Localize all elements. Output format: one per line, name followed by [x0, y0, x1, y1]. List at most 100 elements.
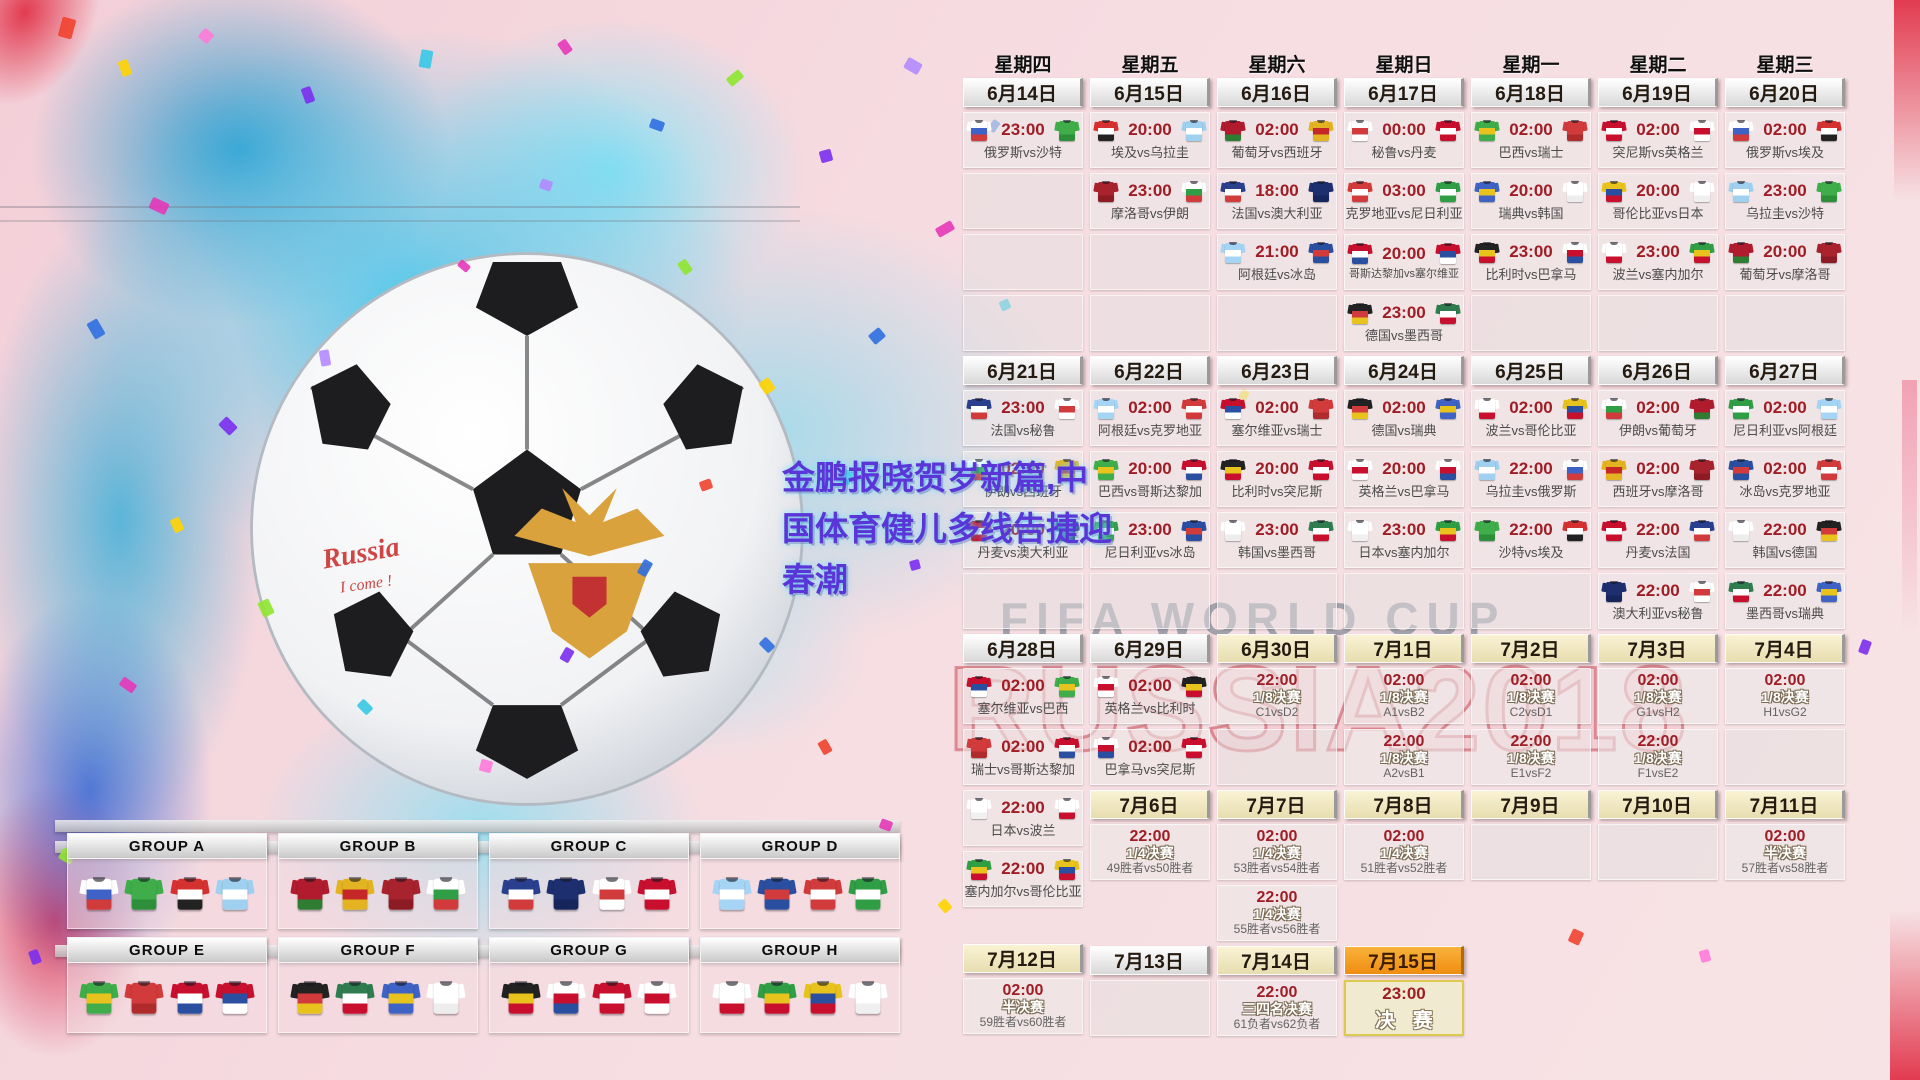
jersey-collar: [1698, 519, 1706, 523]
jersey-body: [1059, 398, 1075, 419]
jersey-collar: [349, 981, 362, 986]
match-teams: 比利时vs突尼斯: [1231, 483, 1323, 499]
knockout-cell: 02:00 1/8决赛 C2vsD1: [1471, 668, 1591, 724]
match-cell: 20:00 巴西vs哥斯达黎加: [1090, 451, 1210, 507]
knockout-teams: A2vsB1: [1383, 766, 1425, 780]
jersey-body: [1440, 459, 1456, 480]
match-time: 22:00: [1001, 798, 1045, 817]
match-row: 02:00: [1474, 397, 1588, 419]
jersey-body: [1186, 520, 1202, 541]
date-header: 6月25日: [1471, 356, 1591, 385]
match-row: 20:00: [1093, 458, 1207, 480]
jersey-icon: [1308, 458, 1334, 480]
jersey-icon: [546, 877, 586, 910]
jersey-collar: [394, 877, 407, 882]
match-time: 02:00: [1763, 398, 1807, 417]
jersey-collar: [1610, 119, 1618, 123]
date-header: 6月18日: [1471, 78, 1591, 107]
group-jerseys: [700, 858, 900, 929]
jersey-body: [1694, 120, 1710, 141]
jersey-body: [1059, 859, 1075, 880]
jersey-icon: [1435, 243, 1461, 264]
match-time: 23:00: [1255, 520, 1299, 539]
jersey-collar: [1190, 180, 1198, 184]
date-header: 7月1日: [1344, 634, 1464, 663]
jersey-collar: [1483, 458, 1491, 462]
match-cell: 22:00 乌拉圭vs俄罗斯: [1471, 451, 1591, 507]
jersey-collar: [1190, 119, 1198, 123]
match-time: 02:00: [1763, 120, 1807, 139]
match-row: 22:00: [1728, 519, 1842, 541]
knockout-cell: 22:00 1/4决赛 49胜者vs50胜者: [1090, 824, 1210, 880]
jersey-collar: [1571, 241, 1579, 245]
group-jerseys: [278, 858, 478, 929]
knockout-stage: 1/8决赛: [1507, 689, 1555, 705]
match-cell: 02:00 瑞士vs哥斯达黎加: [963, 729, 1083, 785]
jersey-collar: [1571, 180, 1579, 184]
match-time: 23:00: [1636, 242, 1680, 261]
match-cell: 02:00 突尼斯vs英格兰: [1598, 112, 1718, 168]
empty-cell: [1471, 824, 1591, 880]
jersey-collar: [1825, 180, 1833, 184]
jersey-icon: [1562, 180, 1588, 202]
jersey-body: [1567, 459, 1583, 480]
jersey-icon: [966, 397, 992, 419]
match-cell: 23:00 乌拉圭vs沙特: [1725, 173, 1845, 229]
match-time: 22:00: [1636, 581, 1680, 600]
chinese-watermark-text: 金鹏报晓贺岁新篇,中 国体育健儿多线告捷迎 春潮: [782, 452, 1134, 605]
jersey-icon: [1054, 397, 1080, 419]
jersey-icon: [1816, 397, 1842, 419]
match-cell: 23:00 法国vs秘鲁: [963, 390, 1083, 446]
jersey-icon: [1728, 180, 1754, 202]
jersey-icon: [1054, 797, 1080, 819]
jersey-body: [719, 878, 745, 910]
jersey-icon: [1347, 397, 1373, 419]
match-row: 03:00: [1347, 180, 1461, 202]
jersey-body: [644, 878, 670, 910]
empty-cell: [1725, 295, 1845, 351]
jersey-icon: [1601, 119, 1627, 141]
jersey-body: [1059, 120, 1075, 141]
watermark-line: 春潮: [782, 561, 848, 599]
jersey-body: [1821, 581, 1837, 602]
knockout-cell: 22:00 1/8决赛 F1vsE2: [1598, 729, 1718, 785]
empty-cell: [1598, 295, 1718, 351]
jersey-collar: [138, 877, 151, 882]
jersey-body: [1567, 398, 1583, 419]
knockout-cell: 22:00 1/8决赛 A2vsB1: [1344, 729, 1464, 785]
knockout-teams: E1vsF2: [1510, 766, 1552, 780]
jersey-icon: [1689, 580, 1715, 602]
match-teams: 阿根廷vs冰岛: [1237, 266, 1316, 282]
group-jerseys: [67, 962, 267, 1033]
jersey-collar: [183, 877, 196, 882]
knockout-time: 22:00: [1383, 733, 1425, 750]
jersey-collar: [975, 119, 983, 123]
jersey-icon: [1093, 180, 1119, 202]
jersey-body: [1479, 459, 1495, 480]
jersey-collar: [1063, 797, 1071, 801]
jersey-body: [1821, 398, 1837, 419]
match-cell: 02:00 伊朗vs西班牙: [963, 451, 1083, 507]
jersey-body: [131, 878, 157, 910]
knockout-teams: 61负者vs62负者: [1233, 1017, 1321, 1031]
knockout-cell: 02:00 1/4决赛 53胜者vs54胜者: [1217, 824, 1337, 880]
jersey-body: [1098, 398, 1114, 419]
jersey-icon: [335, 981, 375, 1014]
knockout-time: 02:00: [1383, 672, 1425, 689]
match-time: 02:00: [1001, 676, 1045, 695]
jersey-body: [1059, 459, 1075, 480]
jersey-icon: [1347, 180, 1373, 202]
weekday-label: 星期一: [1502, 54, 1560, 76]
jersey-body: [1313, 520, 1329, 541]
jersey-collar: [1698, 119, 1706, 123]
jersey-icon: [1054, 458, 1080, 480]
date-header: 7月15日: [1344, 946, 1464, 975]
match-teams: 英格兰vs比利时: [1104, 700, 1196, 716]
calendar-column: 星期四 6月14日 23:00 俄罗斯vs沙特 6月21日 23:00 法国vs秘鲁 02:0…: [963, 48, 1083, 1041]
jersey-body: [553, 878, 579, 910]
jersey-collar: [1825, 119, 1833, 123]
date-header: 7月10日: [1598, 790, 1718, 819]
jersey-collar: [1444, 243, 1452, 246]
match-row: 02:00: [1601, 397, 1715, 419]
jersey-body: [971, 520, 987, 541]
